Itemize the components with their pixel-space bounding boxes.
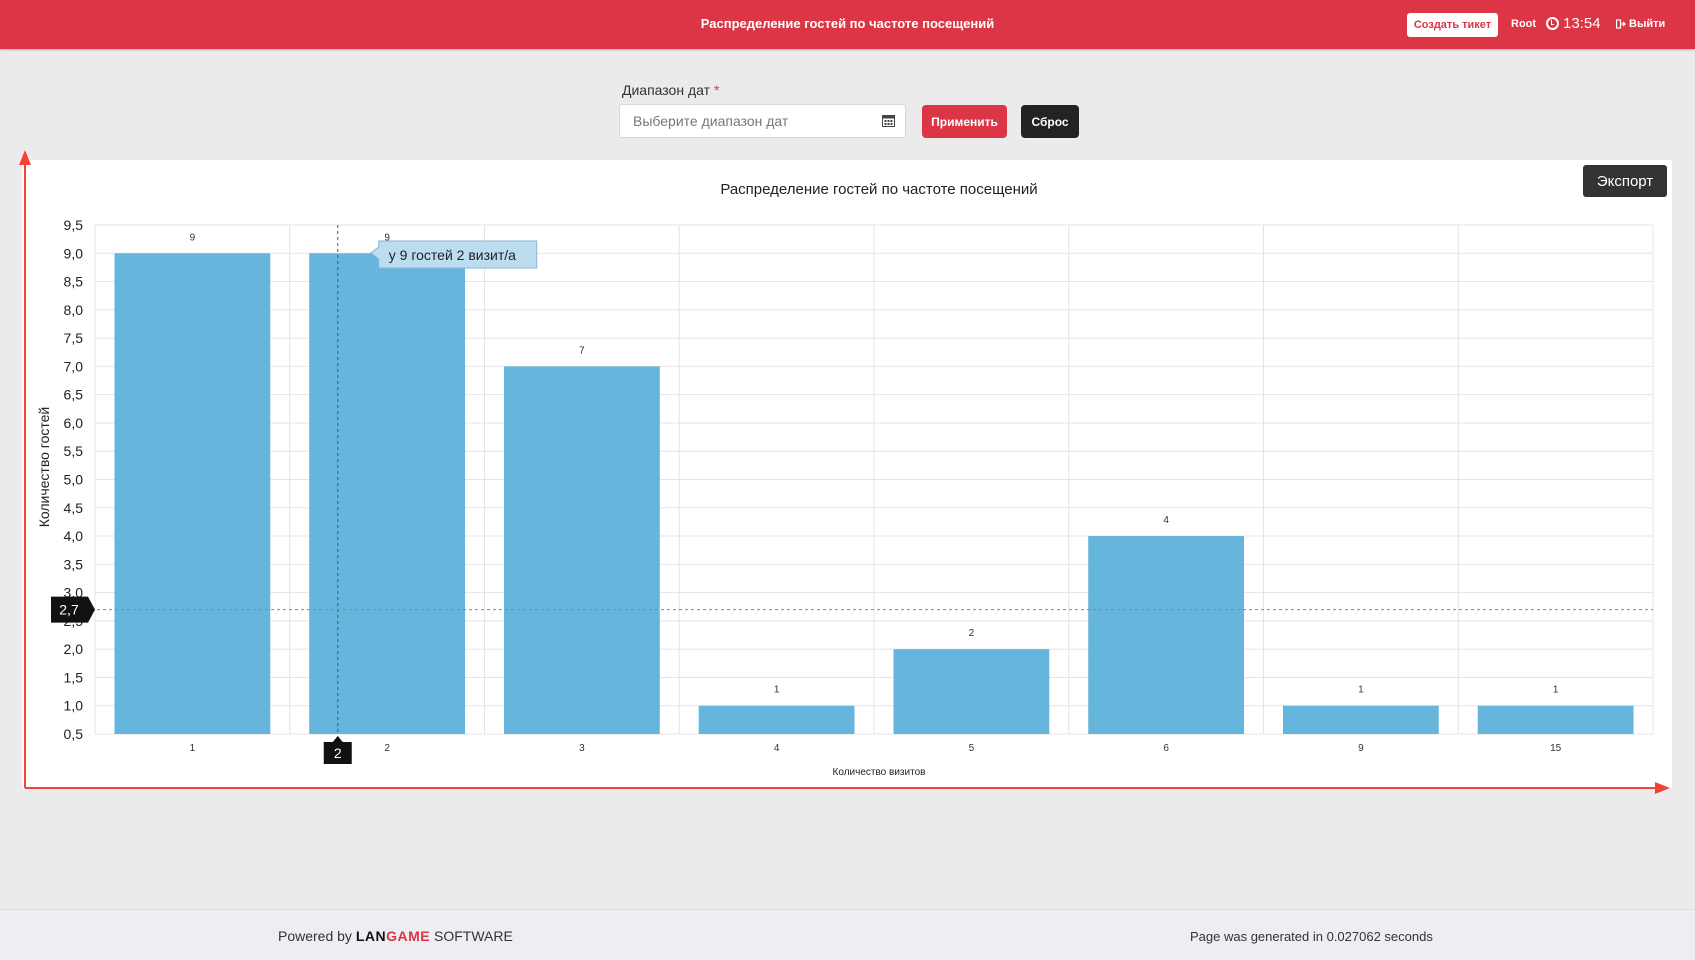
annotation-arrowhead-right xyxy=(1655,782,1670,794)
generation-time: Page was generated in 0.027062 seconds xyxy=(1190,929,1433,944)
date-range-label: Диапазон дат * xyxy=(622,82,719,98)
bar-value-label: 1 xyxy=(1358,685,1364,696)
bar xyxy=(1088,536,1245,734)
logout-icon xyxy=(1616,19,1626,29)
crosshair-x-label: 2 xyxy=(334,745,342,761)
bar-value-label: 9 xyxy=(190,232,196,243)
y-tick-label: 1,0 xyxy=(64,698,84,714)
x-tick-label: 3 xyxy=(579,743,585,754)
tooltip-box xyxy=(369,240,538,269)
apply-button[interactable]: Применить xyxy=(922,105,1007,138)
bar-value-label: 2 xyxy=(969,628,975,639)
bar xyxy=(893,649,1050,734)
bar xyxy=(1477,705,1634,734)
reset-button[interactable]: Сброс xyxy=(1021,105,1079,138)
create-ticket-button[interactable]: Создать тикет xyxy=(1407,13,1498,37)
required-mark: * xyxy=(714,82,720,98)
y-tick-label: 7,5 xyxy=(64,330,84,346)
clock-icon xyxy=(1546,17,1559,30)
export-button[interactable]: Экспорт xyxy=(1583,165,1667,197)
brand-suffix: SOFTWARE xyxy=(434,928,513,944)
y-tick-label: 9,0 xyxy=(64,245,84,261)
logout-link[interactable]: Выйти xyxy=(1616,18,1665,30)
y-tick-label: 3,5 xyxy=(64,556,84,572)
x-tick-label: 2 xyxy=(384,743,390,754)
powered-prefix: Powered by xyxy=(278,928,352,944)
y-tick-label: 6,5 xyxy=(64,387,84,403)
bar-value-label: 4 xyxy=(1163,515,1169,526)
bar-chart: 0,51,01,52,02,53,03,54,04,55,05,56,06,57… xyxy=(19,150,1670,794)
bar xyxy=(503,366,660,734)
y-tick-label: 9,5 xyxy=(64,217,84,233)
y-tick-label: 8,5 xyxy=(64,274,84,290)
crosshair-y-label: 2,7 xyxy=(59,602,79,618)
x-tick-label: 6 xyxy=(1163,743,1169,754)
crosshair-y-badge xyxy=(51,596,95,623)
y-tick-label: 5,0 xyxy=(64,472,84,488)
clock: 13:54 xyxy=(1546,15,1601,32)
powered-by: Powered by LANGAME SOFTWARE xyxy=(278,928,513,944)
logout-label: Выйти xyxy=(1629,18,1666,30)
x-axis-label: Количество визитов xyxy=(833,767,926,778)
date-range-input[interactable] xyxy=(631,105,875,137)
y-tick-label: 4,5 xyxy=(64,500,84,516)
clock-time: 13:54 xyxy=(1563,15,1601,32)
x-tick-label: 5 xyxy=(969,743,975,754)
brand-logo: LANGAME xyxy=(356,928,430,944)
y-tick-label: 0,5 xyxy=(64,726,84,742)
x-tick-label: 4 xyxy=(774,743,780,754)
footer: Powered by LANGAME SOFTWARE Page was gen… xyxy=(0,909,1695,960)
x-tick-label: 15 xyxy=(1550,743,1562,754)
bar xyxy=(698,705,855,734)
date-range-field[interactable] xyxy=(619,104,906,138)
calendar-icon[interactable] xyxy=(882,114,895,127)
top-navbar: Распределение гостей по частоте посещени… xyxy=(0,0,1695,49)
bar xyxy=(309,253,466,734)
brand-game: GAME xyxy=(386,928,431,944)
annotation-arrowhead-up xyxy=(19,150,31,165)
page-title: Распределение гостей по частоте посещени… xyxy=(700,16,995,31)
date-range-label-text: Диапазон дат xyxy=(622,82,711,98)
bar xyxy=(114,253,271,734)
brand-lan: LAN xyxy=(355,928,387,944)
y-tick-label: 4,0 xyxy=(64,528,84,544)
y-tick-label: 2,0 xyxy=(64,641,84,657)
y-tick-label: 5,5 xyxy=(64,443,84,459)
y-axis-label: Количество гостей xyxy=(36,407,52,528)
y-tick-label: 6,0 xyxy=(64,415,84,431)
x-tick-label: 9 xyxy=(1358,743,1364,754)
chart-title: Распределение гостей по частоте посещени… xyxy=(720,181,1037,198)
bar-value-label: 7 xyxy=(579,345,585,356)
chart-card xyxy=(22,160,1672,788)
y-tick-label: 1,5 xyxy=(64,669,84,685)
bar-value-label: 9 xyxy=(384,232,390,243)
bar xyxy=(1282,705,1439,734)
crosshair-x-badge xyxy=(323,736,352,764)
y-tick-label: 8,0 xyxy=(64,302,84,318)
bar-value-label: 1 xyxy=(1553,685,1559,696)
y-tick-label: 7,0 xyxy=(64,358,84,374)
user-name[interactable]: Root xyxy=(1511,18,1537,30)
tooltip-text: у 9 гостей 2 визит/а xyxy=(389,247,516,263)
bar-value-label: 1 xyxy=(774,685,780,696)
x-tick-label: 1 xyxy=(190,743,196,754)
